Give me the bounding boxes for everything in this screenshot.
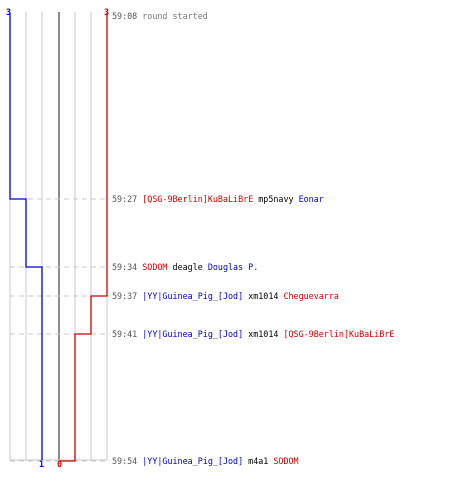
red-end-count: 0 [57, 459, 62, 469]
victim-name: Cheguevarra [283, 291, 338, 301]
event-row-kill: 59:37 |YY|Guinea_Pig_[Jod] xm1014 Chegue… [112, 291, 339, 301]
weapon-name: xm1014 [248, 291, 278, 301]
event-time: 59:34 [112, 262, 137, 272]
victim-name: SODOM [273, 456, 298, 466]
killer-name: |YY|Guinea_Pig_[Jod] [142, 456, 243, 466]
weapon-name: mp5navy [258, 194, 293, 204]
killer-name: |YY|Guinea_Pig_[Jod] [142, 291, 243, 301]
event-row-kill: 59:27 [QSG-9Berlin]KuBaLiBrE mp5navy Eon… [112, 194, 324, 204]
event-row-kill: 59:34 SODOM deagle Douglas P. [112, 262, 258, 272]
event-time: 59:27 [112, 194, 137, 204]
event-row-kill: 59:41 |YY|Guinea_Pig_[Jod] xm1014 [QSG-9… [112, 329, 394, 339]
victim-name: [QSG-9Berlin]KuBaLiBrE [283, 329, 394, 339]
grid-lines [9, 12, 108, 461]
event-log: 59:08 round started 59:27 [QSG-9Berlin]Ku… [112, 11, 394, 466]
victim-name: Eonar [299, 194, 324, 204]
weapon-name: m4a1 [248, 456, 268, 466]
red-start-count: 3 [104, 7, 109, 17]
blue-end-count: 1 [39, 459, 44, 469]
event-info-text: round started [142, 11, 208, 21]
weapon-name: xm1014 [248, 329, 278, 339]
event-row-kill: 59:54 |YY|Guinea_Pig_[Jod] m4a1 SODOM [112, 456, 299, 466]
weapon-name: deagle [173, 262, 203, 272]
event-row-round-start: 59:08 round started [112, 11, 208, 21]
killer-name: SODOM [142, 262, 167, 272]
victim-name: Douglas P. [208, 262, 258, 272]
event-time: 59:37 [112, 291, 137, 301]
team-alive-lines [9, 13, 108, 462]
killer-name: [QSG-9Berlin]KuBaLiBrE [142, 194, 253, 204]
blue-start-count: 3 [6, 7, 11, 17]
red-team-alive-line [59, 13, 108, 462]
killer-name: |YY|Guinea_Pig_[Jod] [142, 329, 243, 339]
event-time: 59:41 [112, 329, 137, 339]
event-time: 59:08 [112, 11, 137, 21]
event-connectors [10, 198, 110, 462]
event-time: 59:54 [112, 456, 137, 466]
blue-team-alive-line [9, 13, 43, 460]
